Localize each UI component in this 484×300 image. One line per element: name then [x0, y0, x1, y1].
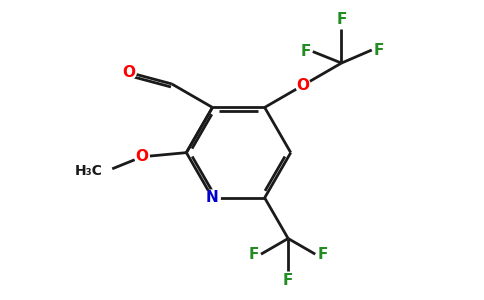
Text: O: O	[297, 78, 310, 93]
Text: F: F	[318, 247, 328, 262]
Text: F: F	[249, 247, 259, 262]
Circle shape	[135, 149, 149, 164]
Circle shape	[296, 78, 310, 92]
Circle shape	[121, 65, 136, 80]
Text: N: N	[206, 190, 219, 205]
Text: O: O	[136, 149, 149, 164]
Text: O: O	[122, 65, 136, 80]
Text: F: F	[283, 273, 293, 288]
Text: F: F	[300, 44, 311, 59]
Text: F: F	[336, 12, 347, 27]
Text: F: F	[374, 43, 384, 58]
Circle shape	[205, 190, 220, 206]
Text: H₃C: H₃C	[75, 164, 103, 178]
